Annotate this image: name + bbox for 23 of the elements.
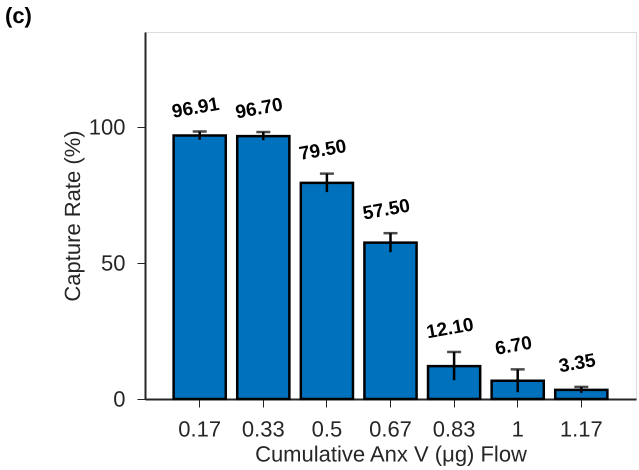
x-tick-label: 0.5 (312, 416, 342, 442)
data-label: 12.10 (424, 314, 476, 344)
x-tick-label: 1.17 (560, 416, 603, 442)
x-tick-label: 0.33 (242, 416, 285, 442)
bar (554, 388, 609, 400)
y-tick-label: 0 (113, 386, 126, 412)
x-tick-label: 1 (512, 416, 524, 442)
x-tick-label: 0.83 (432, 416, 476, 442)
x-tick-label: 0.67 (369, 416, 412, 442)
chart-title: (c) (5, 3, 32, 28)
data-label: 6.70 (494, 332, 534, 360)
bar (172, 134, 228, 400)
data-label: 3.35 (557, 350, 598, 378)
data-label: 57.50 (361, 196, 412, 224)
x-tick-label: 0.17 (178, 416, 222, 442)
bar (236, 134, 291, 400)
data-label: 96.91 (170, 94, 222, 123)
y-tick-label: 50 (101, 250, 126, 276)
y-axis-title: Capture Rate (%) (60, 130, 85, 302)
x-axis-title: Cumulative Anx V (μg) Flow (255, 442, 528, 466)
data-label: 96.70 (234, 94, 284, 124)
y-tick-label: 100 (88, 114, 126, 140)
data-label: 79.50 (298, 136, 348, 165)
